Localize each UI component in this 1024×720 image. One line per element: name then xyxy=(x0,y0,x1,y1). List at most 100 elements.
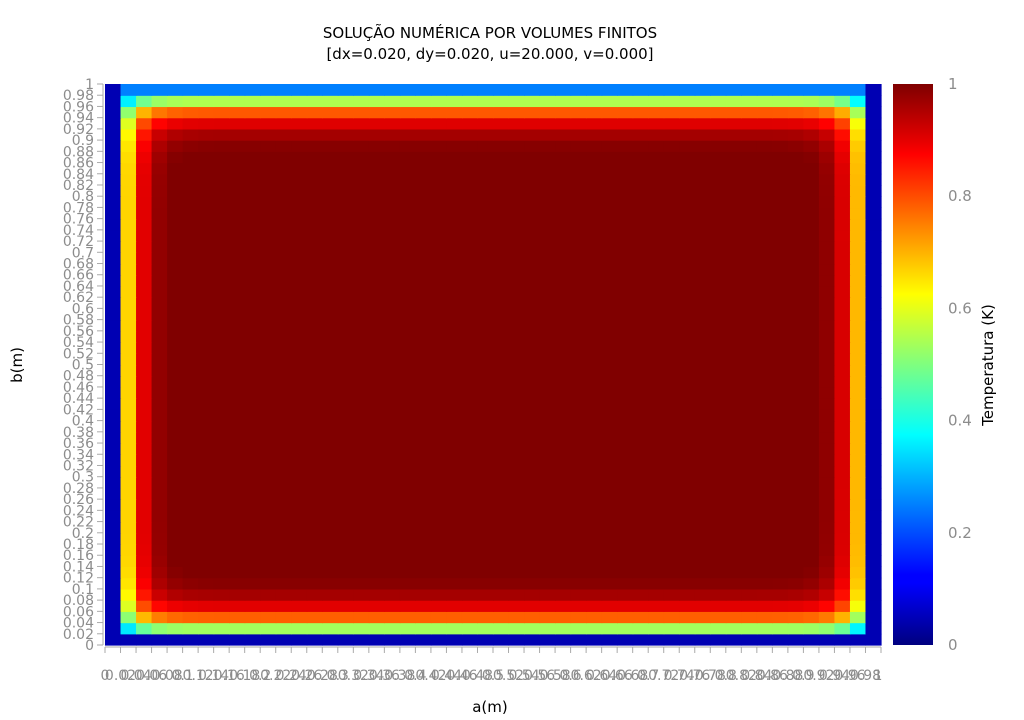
heatmap-cell xyxy=(694,106,711,119)
heatmap-cell xyxy=(213,600,230,612)
heatmap-cell xyxy=(710,566,727,579)
heatmap-cell xyxy=(725,622,742,635)
heatmap-cell xyxy=(182,229,199,242)
heatmap-cell xyxy=(244,465,261,478)
heatmap-cell xyxy=(430,106,448,119)
heatmap-cell xyxy=(136,465,153,478)
heatmap-cell xyxy=(787,117,804,130)
heatmap-cell xyxy=(105,544,122,556)
heatmap-cell xyxy=(353,218,370,231)
heatmap-cell xyxy=(353,285,370,298)
heatmap-cell xyxy=(461,566,479,579)
heatmap-cell xyxy=(198,319,215,332)
heatmap-cell xyxy=(291,128,308,141)
heatmap-cell xyxy=(834,106,851,119)
heatmap-cell xyxy=(508,342,525,354)
heatmap-cell xyxy=(353,241,370,253)
heatmap-cell xyxy=(865,454,882,467)
heatmap-cell xyxy=(803,297,820,309)
heatmap-cell xyxy=(586,476,603,489)
heatmap-cell xyxy=(663,319,680,332)
x-tick-label: 0 xyxy=(101,668,110,684)
heatmap-cell xyxy=(524,386,541,399)
heatmap-cell xyxy=(353,633,370,646)
heatmap-cell xyxy=(461,375,479,388)
heatmap-cell xyxy=(818,420,836,433)
colorbar-tick-label: 0.6 xyxy=(948,299,972,317)
heatmap-cell xyxy=(741,532,758,545)
heatmap-cell xyxy=(198,476,215,489)
heatmap-cell xyxy=(803,95,820,108)
heatmap-cell xyxy=(787,330,804,343)
heatmap-cell xyxy=(198,252,215,265)
x-tick-label: 0.46 xyxy=(446,668,477,684)
heatmap-cell xyxy=(337,611,354,624)
heatmap-cell xyxy=(415,218,432,231)
heatmap-cell xyxy=(430,420,448,433)
heatmap-cell xyxy=(415,409,432,422)
heatmap-cell xyxy=(213,465,230,478)
heatmap-cell xyxy=(849,409,867,422)
heatmap-cell xyxy=(151,252,168,265)
heatmap-cell xyxy=(493,409,510,422)
heatmap-cell xyxy=(617,465,634,478)
heatmap-cell xyxy=(648,184,665,197)
heatmap-cell xyxy=(105,633,122,646)
heatmap-cell xyxy=(368,600,385,612)
heatmap-cell xyxy=(229,151,246,164)
heatmap-cell xyxy=(105,95,122,108)
heatmap-cell xyxy=(353,229,370,242)
heatmap-cell xyxy=(710,465,727,478)
heatmap-cell xyxy=(586,162,603,175)
heatmap-cell xyxy=(167,117,184,130)
heatmap-cell xyxy=(446,151,463,164)
heatmap-cell xyxy=(508,162,525,175)
heatmap-cell xyxy=(415,487,432,500)
colorbar xyxy=(893,84,933,645)
heatmap-cell xyxy=(446,364,463,377)
heatmap-cell xyxy=(120,510,137,523)
heatmap-cell xyxy=(399,600,416,612)
heatmap-cell xyxy=(229,386,246,399)
heatmap-cell xyxy=(182,375,199,388)
x-tick-label: 0.22 xyxy=(260,668,291,684)
heatmap-cell xyxy=(834,386,851,399)
heatmap-cell xyxy=(756,106,773,119)
heatmap-cell xyxy=(539,443,556,455)
heatmap-cell xyxy=(477,600,494,612)
heatmap-cell xyxy=(275,84,292,96)
heatmap-cell xyxy=(787,173,804,186)
heatmap-cell xyxy=(229,84,246,96)
heatmap-cell xyxy=(260,398,277,410)
heatmap-cell xyxy=(213,308,230,321)
heatmap-cell xyxy=(213,431,230,444)
heatmap-cell xyxy=(787,151,804,164)
heatmap-cell xyxy=(244,633,261,646)
heatmap-cell xyxy=(198,241,215,253)
heatmap-cell xyxy=(105,588,122,601)
heatmap-cell xyxy=(477,218,494,231)
heatmap-cell xyxy=(493,577,510,590)
heatmap-cell xyxy=(477,207,494,220)
heatmap-cell xyxy=(322,252,339,265)
heatmap-cell xyxy=(710,499,727,511)
x-tick-label: 0.56 xyxy=(524,668,555,684)
heatmap-cell xyxy=(849,499,867,511)
heatmap-cell xyxy=(601,95,618,108)
heatmap-cell xyxy=(105,364,122,377)
heatmap-cell xyxy=(849,128,867,141)
heatmap-cell xyxy=(105,308,122,321)
heatmap-cell xyxy=(337,353,354,366)
heatmap-cell xyxy=(198,611,215,624)
heatmap-cell xyxy=(865,84,882,96)
heatmap-cell xyxy=(648,510,665,523)
heatmap-cell xyxy=(663,532,680,545)
heatmap-cell xyxy=(834,184,851,197)
heatmap-cell xyxy=(818,364,836,377)
heatmap-cell xyxy=(772,487,789,500)
heatmap-cell xyxy=(260,443,277,455)
heatmap-cell xyxy=(291,117,308,130)
heatmap-cell xyxy=(818,330,836,343)
heatmap-cell xyxy=(198,566,215,579)
heatmap-cell xyxy=(648,218,665,231)
